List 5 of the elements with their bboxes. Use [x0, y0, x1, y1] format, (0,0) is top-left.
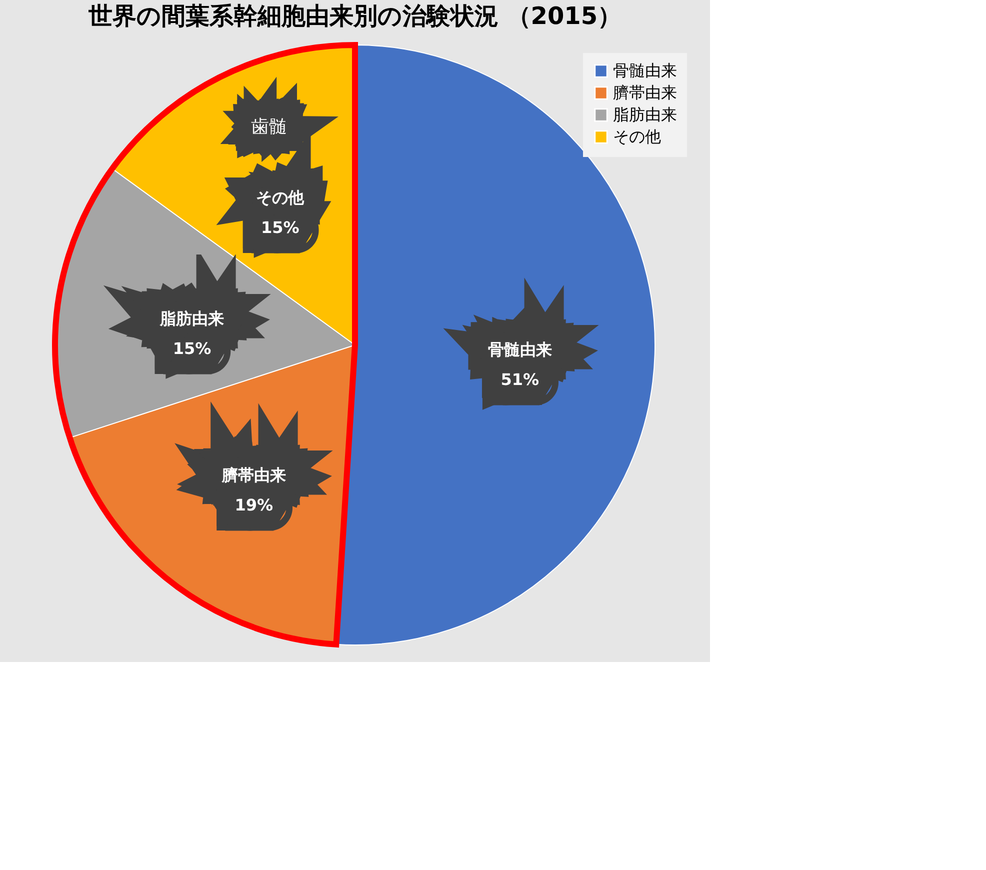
- legend-label: その他: [613, 127, 661, 146]
- legend-label: 脂肪由来: [613, 105, 677, 124]
- legend-label: 骨髄由来: [613, 61, 677, 80]
- legend-label: 臍帯由来: [613, 83, 677, 102]
- chart-title: 世界の間葉系幹細胞由来別の治験状況 （2015）: [87, 2, 622, 30]
